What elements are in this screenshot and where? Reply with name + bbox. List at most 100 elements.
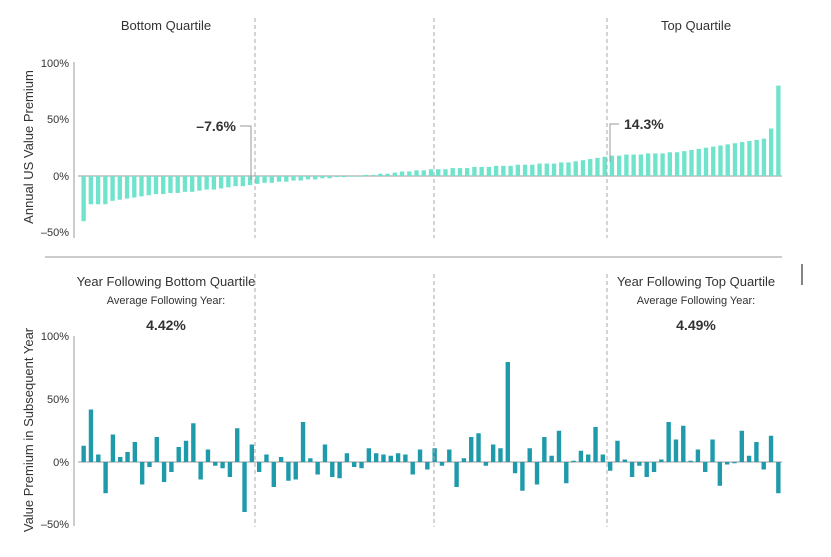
top-bar-34 bbox=[320, 176, 325, 179]
bottom-bar-19 bbox=[213, 462, 218, 466]
bottom-bar-7 bbox=[125, 452, 130, 462]
bottom-left-avg-caption: Average Following Year: bbox=[107, 295, 225, 307]
bottom-bar-13 bbox=[169, 462, 174, 472]
top-bar-23 bbox=[240, 176, 245, 187]
bottom-bar-43 bbox=[388, 455, 393, 462]
bottom-bar-77 bbox=[637, 462, 642, 466]
top-bar-59 bbox=[501, 165, 506, 176]
bottom-bar-95 bbox=[768, 435, 774, 462]
bottom-bar-83 bbox=[681, 425, 686, 462]
top-bar-7 bbox=[124, 176, 130, 199]
top-bar-51 bbox=[443, 169, 448, 176]
top-bar-39 bbox=[356, 176, 361, 177]
bottom-bar-2 bbox=[88, 409, 94, 462]
bottom-bar-55 bbox=[476, 433, 481, 462]
top-bar-19 bbox=[211, 176, 217, 190]
top-bar-60 bbox=[508, 165, 513, 176]
bottom-bar-91 bbox=[739, 430, 744, 462]
bottom-bar-80 bbox=[659, 459, 664, 462]
top-bar-56 bbox=[479, 166, 484, 176]
bottom-bar-18 bbox=[205, 449, 211, 462]
bottom-ytick-50: 50% bbox=[47, 394, 69, 406]
bottom-bar-51 bbox=[447, 449, 452, 462]
bottom-bar-31 bbox=[300, 422, 306, 462]
bottom-bar-93 bbox=[754, 442, 759, 462]
top-bar-40 bbox=[363, 174, 369, 176]
top-bar-2 bbox=[88, 176, 94, 205]
bottom-bar-22 bbox=[235, 428, 240, 462]
top-bar-18 bbox=[204, 176, 209, 190]
top-bar-92 bbox=[740, 142, 745, 176]
top-bar-77 bbox=[631, 154, 636, 176]
top-bar-28 bbox=[276, 176, 282, 182]
top-top-quartile-label: Top Quartile bbox=[661, 18, 731, 33]
bottom-bar-14 bbox=[176, 447, 181, 462]
top-bar-80 bbox=[653, 153, 658, 176]
top-bar-88 bbox=[711, 146, 716, 176]
bottom-bar-69 bbox=[578, 450, 584, 462]
bottom-bar-56 bbox=[483, 462, 489, 466]
bottom-bar-25 bbox=[256, 462, 262, 472]
top-bars bbox=[81, 85, 781, 222]
bottom-bar-16 bbox=[191, 423, 196, 462]
top-bar-62 bbox=[522, 164, 528, 176]
top-bottom-quartile-label: Bottom Quartile bbox=[121, 18, 211, 33]
bottom-bar-63 bbox=[534, 462, 540, 485]
top-bar-33 bbox=[313, 176, 318, 180]
top-ytick-neg50: –50% bbox=[41, 227, 69, 239]
top-bar-61 bbox=[515, 164, 521, 176]
top-bar-73 bbox=[602, 156, 607, 176]
bottom-left-avg-value: 4.42% bbox=[146, 317, 186, 333]
bottom-bar-52 bbox=[454, 462, 459, 487]
bottom-bar-70 bbox=[586, 454, 591, 462]
top-bar-84 bbox=[682, 151, 687, 176]
top-bar-79 bbox=[645, 153, 651, 176]
top-bar-1 bbox=[81, 176, 86, 222]
bottom-bar-27 bbox=[271, 462, 276, 487]
top-bar-26 bbox=[262, 176, 267, 183]
top-bar-38 bbox=[349, 176, 354, 177]
bottom-bar-15 bbox=[183, 440, 189, 462]
top-top-avg-value: 14.3% bbox=[624, 116, 664, 132]
bottom-bar-35 bbox=[330, 462, 335, 477]
top-bar-52 bbox=[450, 168, 455, 176]
bottom-bar-89 bbox=[724, 462, 730, 465]
top-bar-30 bbox=[291, 176, 296, 181]
bottom-bar-9 bbox=[139, 462, 145, 485]
top-bar-97 bbox=[776, 85, 781, 176]
bottom-bar-33 bbox=[315, 462, 320, 475]
bottom-bar-11 bbox=[154, 437, 159, 462]
bottom-bar-12 bbox=[161, 462, 167, 482]
top-bar-12 bbox=[161, 176, 166, 195]
bottom-bar-40 bbox=[366, 448, 372, 462]
top-bar-63 bbox=[530, 164, 535, 176]
bottom-ytick-neg50: –50% bbox=[41, 519, 69, 531]
bottom-bar-37 bbox=[344, 453, 350, 462]
bottom-bar-34 bbox=[322, 444, 328, 462]
bottom-bar-50 bbox=[439, 462, 445, 466]
bottom-bar-4 bbox=[103, 462, 108, 494]
bottom-bar-75 bbox=[622, 459, 627, 462]
top-bar-8 bbox=[132, 176, 137, 198]
top-bar-58 bbox=[493, 165, 499, 176]
top-bar-17 bbox=[197, 176, 202, 191]
top-bar-83 bbox=[674, 152, 680, 176]
top-ytick-50: 50% bbox=[47, 114, 69, 126]
top-bar-71 bbox=[588, 159, 593, 176]
top-bar-31 bbox=[298, 176, 303, 181]
bottom-bar-17 bbox=[198, 462, 203, 480]
bottom-bar-6 bbox=[118, 457, 123, 462]
bottom-bar-61 bbox=[520, 462, 525, 491]
bottom-bar-1 bbox=[81, 445, 86, 462]
bottom-bar-54 bbox=[469, 437, 474, 462]
bottom-bar-64 bbox=[542, 437, 547, 462]
bottom-bar-36 bbox=[337, 462, 342, 479]
top-bar-47 bbox=[414, 170, 419, 176]
top-bar-85 bbox=[689, 150, 694, 176]
top-bar-41 bbox=[370, 174, 376, 176]
top-bar-69 bbox=[573, 161, 578, 176]
top-bar-46 bbox=[407, 171, 412, 176]
bottom-bar-81 bbox=[666, 422, 671, 462]
top-bar-32 bbox=[305, 176, 311, 180]
